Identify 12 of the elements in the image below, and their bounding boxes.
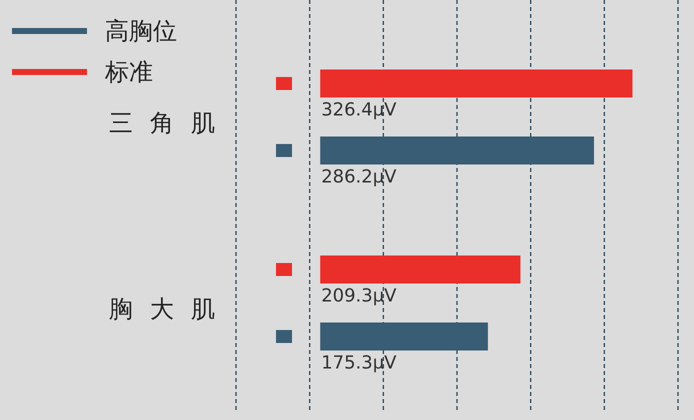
data-label: 326.4μV [321, 100, 398, 120]
data-label: 175.3μV [321, 352, 398, 374]
y-tick-label: 三角肌 [109, 109, 232, 137]
legend-label: 高胸位 [105, 17, 177, 45]
bar [320, 70, 632, 98]
bar [320, 136, 594, 164]
bar [320, 256, 520, 284]
data-label: 286.2μV [321, 166, 398, 188]
data-label: 209.3μV [321, 286, 398, 306]
y-tick-label: 胸大肌 [109, 295, 232, 323]
bar [320, 322, 488, 350]
legend-label: 标准 [104, 58, 153, 86]
